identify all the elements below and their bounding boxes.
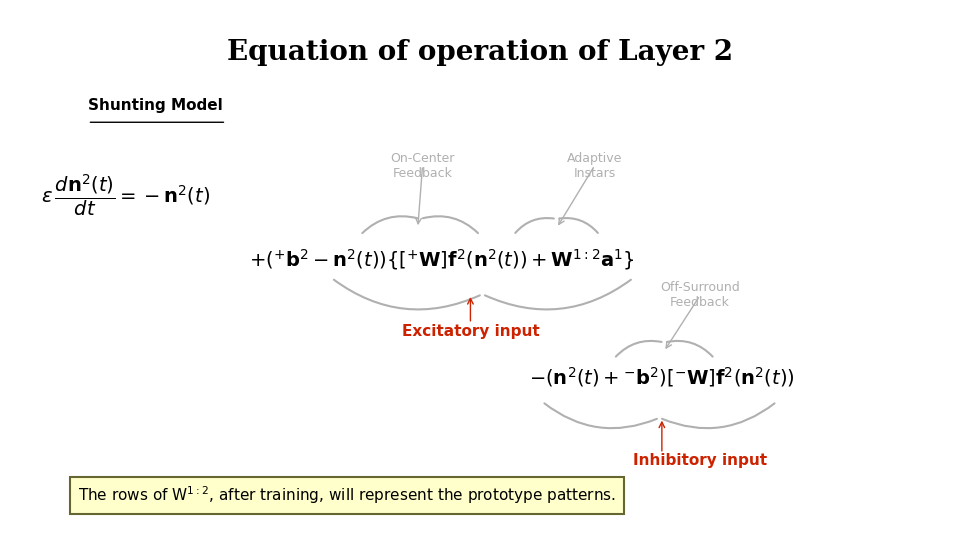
Text: Adaptive
Instars: Adaptive Instars: [567, 152, 622, 180]
Text: Shunting Model: Shunting Model: [87, 98, 223, 113]
Text: Equation of operation of Layer 2: Equation of operation of Layer 2: [227, 39, 733, 66]
Text: Excitatory input: Excitatory input: [401, 323, 540, 339]
Text: Off-Surround
Feedback: Off-Surround Feedback: [660, 281, 740, 309]
Text: $+(^{+}\mathbf{b}^2 - \mathbf{n}^2(t))\{[^{+}\mathbf{W}]\mathbf{f}^2(\mathbf{n}^: $+(^{+}\mathbf{b}^2 - \mathbf{n}^2(t))\{…: [249, 247, 635, 272]
Text: $\varepsilon\,\dfrac{d\mathbf{n}^2(t)}{dt} = -\mathbf{n}^2(t)$: $\varepsilon\,\dfrac{d\mathbf{n}^2(t)}{d…: [41, 172, 210, 218]
Text: $-(\mathbf{n}^2(t)+^{-}\mathbf{b}^2)[^{-}\mathbf{W}]\mathbf{f}^2(\mathbf{n}^2(t): $-(\mathbf{n}^2(t)+^{-}\mathbf{b}^2)[^{-…: [529, 366, 795, 389]
Text: On-Center
Feedback: On-Center Feedback: [391, 152, 455, 180]
Text: Inhibitory input: Inhibitory input: [633, 453, 767, 468]
Text: The rows of W$^{1:2}$, after training, will represent the prototype patterns.: The rows of W$^{1:2}$, after training, w…: [78, 485, 616, 507]
